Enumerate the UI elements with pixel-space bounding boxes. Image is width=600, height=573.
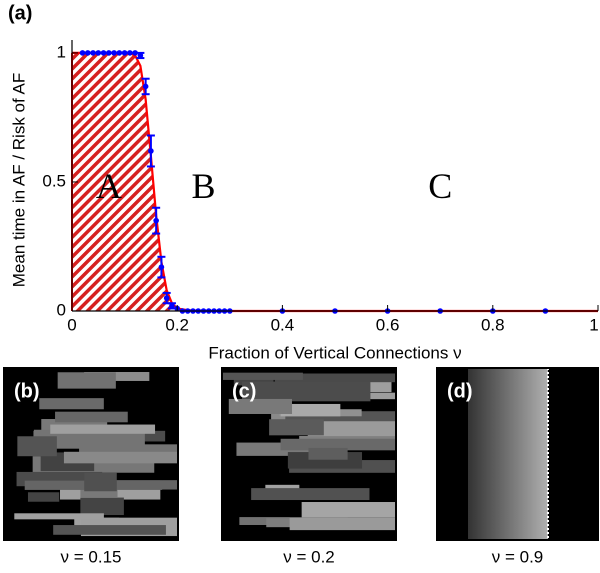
panel-label: (c) [232,380,256,402]
wave-band [80,497,124,516]
x-tick-label: 0.6 [376,315,400,334]
wave-band [301,502,396,518]
image-border [436,367,599,541]
data-point [169,303,175,309]
simulation-image: (b) [3,367,179,541]
image-border [3,367,179,541]
data-point [132,50,138,56]
wave-band [266,518,312,528]
x-tick-label: 0.2 [165,315,189,334]
panel-label: (d) [447,380,473,402]
data-point [95,50,102,56]
panel-caption: ν = 0.9 [492,547,544,566]
wave-band [222,372,303,380]
plot-area: 0 0.2 0.4 0.6 0.8 1 0 0.5 1 A B C [42,40,599,334]
data-point [153,217,159,224]
wave-band [274,373,396,383]
data-point [84,50,91,56]
wave-band [57,372,116,389]
simulation-image: (d) [436,367,599,541]
wave-band [17,436,57,457]
wave-band [228,398,293,414]
data-point [116,50,123,56]
panel-caption: ν = 0.2 [283,547,335,566]
wave-band [307,421,396,437]
wave-band [285,411,396,423]
data-point [90,50,96,56]
wave-band [55,411,128,423]
wave-band [39,398,104,410]
wave-band [33,429,145,449]
y-tick-label: 0 [57,300,66,319]
data-point [142,83,149,90]
wave-band [27,492,60,502]
region-label: B [191,166,215,206]
wave-band [53,525,166,535]
data-point [158,264,165,270]
panel-label: (a) [8,2,32,24]
data-point [127,50,133,56]
x-axis-label: Fraction of Vertical Connections ν [208,343,461,362]
wave-band [308,447,348,460]
wave-band [84,472,117,492]
x-tick-label: 0.8 [481,315,505,334]
wave-band [80,487,118,498]
wave-band [14,513,104,520]
data-point [106,50,112,56]
wave-band [289,518,396,531]
panels: (b) ν = 0.15 (c) ν = 0.2 (d) ν = 0.9 [3,367,599,566]
wave-band [63,451,179,464]
data-point [148,148,154,154]
data-point [111,50,117,56]
data-point [79,50,86,56]
wave-band [280,438,396,451]
panel-label: (b) [14,380,40,402]
data-point [121,50,128,56]
region-label: C [428,166,452,206]
x-tick-label: 0 [67,315,76,334]
panel-caption: ν = 0.15 [61,547,122,566]
wave-band [280,403,341,417]
data-point [100,50,107,56]
wave-band [50,424,156,434]
wave-band [269,419,324,436]
y-tick-label: 0.5 [42,171,66,190]
data-point [137,52,144,59]
wave-band [242,381,371,402]
y-tick-label: 1 [57,42,66,61]
x-tick-label: 0.4 [271,315,295,334]
wave-front [468,368,548,540]
data-point [163,295,170,301]
wave-band [251,488,370,501]
y-axis-label: Mean time in AF / Risk of AF [9,73,28,287]
simulation-image: (c) [221,367,397,541]
wave-band [233,377,274,386]
hatched-area [72,52,598,312]
x-tick-label: 1 [589,315,598,334]
region-label: A [96,166,122,206]
wave-band [84,372,150,381]
image-border [221,367,397,541]
